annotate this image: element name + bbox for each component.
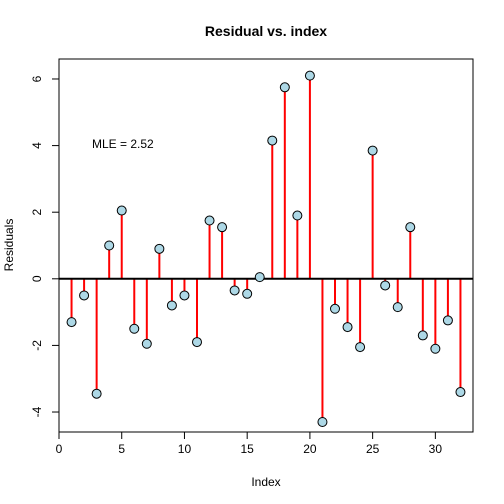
residual-point (304, 70, 315, 81)
y-tick-label: -4 (30, 406, 44, 417)
residual-point (367, 145, 378, 156)
residual-point (141, 338, 152, 349)
residual-point (179, 290, 190, 301)
residual-point (104, 240, 115, 251)
residual-point (242, 288, 253, 299)
residual-point (292, 210, 303, 221)
residual-point (317, 417, 328, 428)
residual-point (279, 82, 290, 93)
residual-point (330, 303, 340, 314)
residual-point (192, 337, 202, 348)
residual-point (405, 222, 416, 233)
residual-point (79, 290, 90, 301)
y-tick-label: -2 (30, 340, 44, 351)
residual-point (116, 205, 127, 216)
residual-point (380, 280, 391, 291)
residual-point (430, 343, 441, 354)
residual-point (166, 300, 177, 311)
mle-annotation: MLE = 2.52 (92, 137, 154, 151)
y-axis-label: Residuals (2, 219, 16, 272)
residual-point (455, 387, 466, 398)
x-tick-label: 15 (241, 442, 255, 456)
residual-point (129, 323, 140, 334)
x-tick-label: 25 (366, 442, 380, 456)
residual-point (217, 222, 228, 233)
residual-point (417, 330, 428, 341)
y-tick-label: 2 (30, 209, 44, 216)
x-axis: 0 5 10 15 20 25 30 (56, 432, 443, 456)
x-tick-label: 20 (303, 442, 317, 456)
residual-point (91, 388, 102, 399)
residual-point (204, 215, 215, 226)
residual-point (254, 272, 265, 283)
residual-point (66, 317, 77, 328)
residual-point (229, 285, 240, 296)
chart-title: Residual vs. index (205, 23, 327, 39)
y-tick-label: 0 (30, 275, 44, 282)
x-tick-label: 5 (118, 442, 125, 456)
residual-point (267, 135, 278, 146)
residual-point (154, 243, 165, 254)
stems-group (70, 75, 462, 423)
plot-frame (58, 58, 474, 433)
x-tick-label: 10 (178, 442, 192, 456)
y-axis: -4 -2 0 2 4 6 (30, 75, 59, 417)
x-tick-label: 0 (56, 442, 63, 456)
x-tick-label: 30 (429, 442, 443, 456)
residual-point (355, 342, 366, 353)
residual-point (342, 322, 353, 333)
y-tick-label: 4 (30, 142, 44, 149)
residual-point (392, 302, 403, 313)
points-group (66, 70, 466, 428)
x-axis-label: Index (251, 475, 280, 489)
y-tick-label: 6 (30, 75, 44, 82)
residual-point (442, 315, 453, 326)
